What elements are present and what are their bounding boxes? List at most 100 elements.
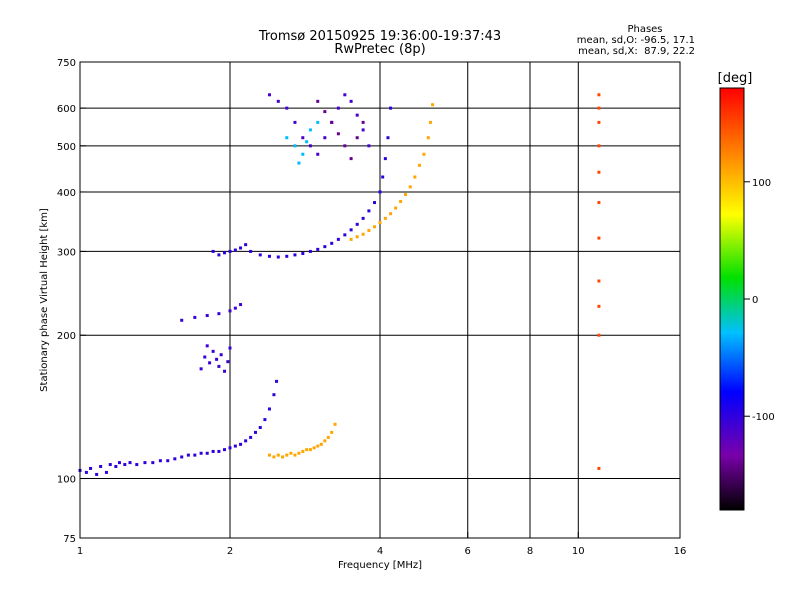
data-point <box>361 232 365 236</box>
data-point <box>199 451 203 455</box>
data-point <box>355 235 359 239</box>
data-point <box>330 430 334 434</box>
data-point <box>316 444 320 448</box>
data-point <box>316 152 320 156</box>
x-tick-label: 8 <box>527 546 533 557</box>
data-point <box>361 216 365 220</box>
y-tick-label: 750 <box>57 58 76 69</box>
y-tick-label: 300 <box>57 247 76 258</box>
data-point <box>597 304 601 308</box>
data-point <box>349 237 353 241</box>
data-point <box>117 461 121 465</box>
data-point <box>389 106 393 110</box>
data-point <box>378 190 382 194</box>
data-point <box>417 163 421 167</box>
data-point <box>211 349 215 353</box>
data-point <box>597 333 601 337</box>
data-point <box>249 435 253 439</box>
data-point <box>253 430 257 434</box>
data-point <box>89 466 93 470</box>
data-point <box>276 453 280 457</box>
data-point <box>289 451 293 455</box>
data-point <box>316 120 320 124</box>
data-point <box>151 461 155 465</box>
data-point <box>301 152 305 156</box>
data-point <box>123 463 127 467</box>
data-point <box>173 457 177 461</box>
data-point <box>383 157 387 161</box>
chart-subtitle: RwPretec (8p) <box>334 42 425 57</box>
data-point <box>305 140 309 144</box>
data-point <box>217 312 221 316</box>
data-point <box>193 453 197 457</box>
data-point <box>104 470 108 474</box>
y-tick-label: 400 <box>57 188 76 199</box>
data-point <box>95 472 99 476</box>
data-point <box>267 453 271 457</box>
data-point <box>597 144 601 148</box>
data-point <box>597 106 601 110</box>
data-point <box>199 367 203 371</box>
data-point <box>205 314 209 318</box>
data-point <box>413 175 417 179</box>
colorbar-tick-label: 0 <box>752 295 758 306</box>
data-point <box>285 254 289 258</box>
data-point <box>223 369 227 373</box>
data-point <box>301 136 305 140</box>
data-point <box>399 199 403 203</box>
data-point <box>244 439 248 443</box>
data-point <box>316 99 320 103</box>
data-point <box>312 446 316 450</box>
data-point <box>355 136 359 140</box>
data-point <box>228 309 232 313</box>
y-tick-label: 200 <box>57 331 76 342</box>
data-point <box>301 449 305 453</box>
data-point <box>211 249 215 253</box>
data-point <box>386 136 390 140</box>
data-point <box>276 99 280 103</box>
data-point <box>597 120 601 124</box>
data-point <box>367 228 371 232</box>
data-point <box>272 455 276 459</box>
data-point <box>239 442 243 446</box>
phase-stats-o: mean, sd,O: -96.5, 17.1 <box>577 35 695 46</box>
data-point <box>219 353 223 357</box>
data-point <box>84 470 88 474</box>
data-point <box>180 318 184 322</box>
data-point <box>275 379 279 383</box>
data-point <box>308 144 312 148</box>
data-point <box>285 136 289 140</box>
data-point <box>343 233 347 237</box>
data-point <box>180 455 184 459</box>
data-point <box>333 422 337 426</box>
x-tick-label: 16 <box>674 546 687 557</box>
data-point <box>336 106 340 110</box>
data-point <box>336 132 340 136</box>
data-point <box>249 249 253 253</box>
data-point <box>143 461 147 465</box>
data-point <box>208 361 212 365</box>
data-point <box>597 279 601 283</box>
grid-lines <box>80 62 680 538</box>
data-point <box>258 253 262 257</box>
data-point <box>431 103 435 107</box>
data-point <box>239 246 243 250</box>
data-point <box>285 453 289 457</box>
data-point <box>383 216 387 220</box>
data-point <box>228 346 232 350</box>
data-point <box>367 209 371 213</box>
data-point <box>205 451 209 455</box>
data-point <box>186 453 190 457</box>
y-tick-label: 75 <box>63 534 76 545</box>
data-point <box>267 93 271 97</box>
data-point <box>428 120 432 124</box>
data-point <box>422 152 426 156</box>
data-point <box>361 120 365 124</box>
data-point <box>323 245 327 249</box>
data-point <box>426 136 430 140</box>
phase-stats-title: Phases <box>627 24 662 35</box>
data-point <box>378 221 382 225</box>
data-point <box>293 120 297 124</box>
data-point <box>349 157 353 161</box>
